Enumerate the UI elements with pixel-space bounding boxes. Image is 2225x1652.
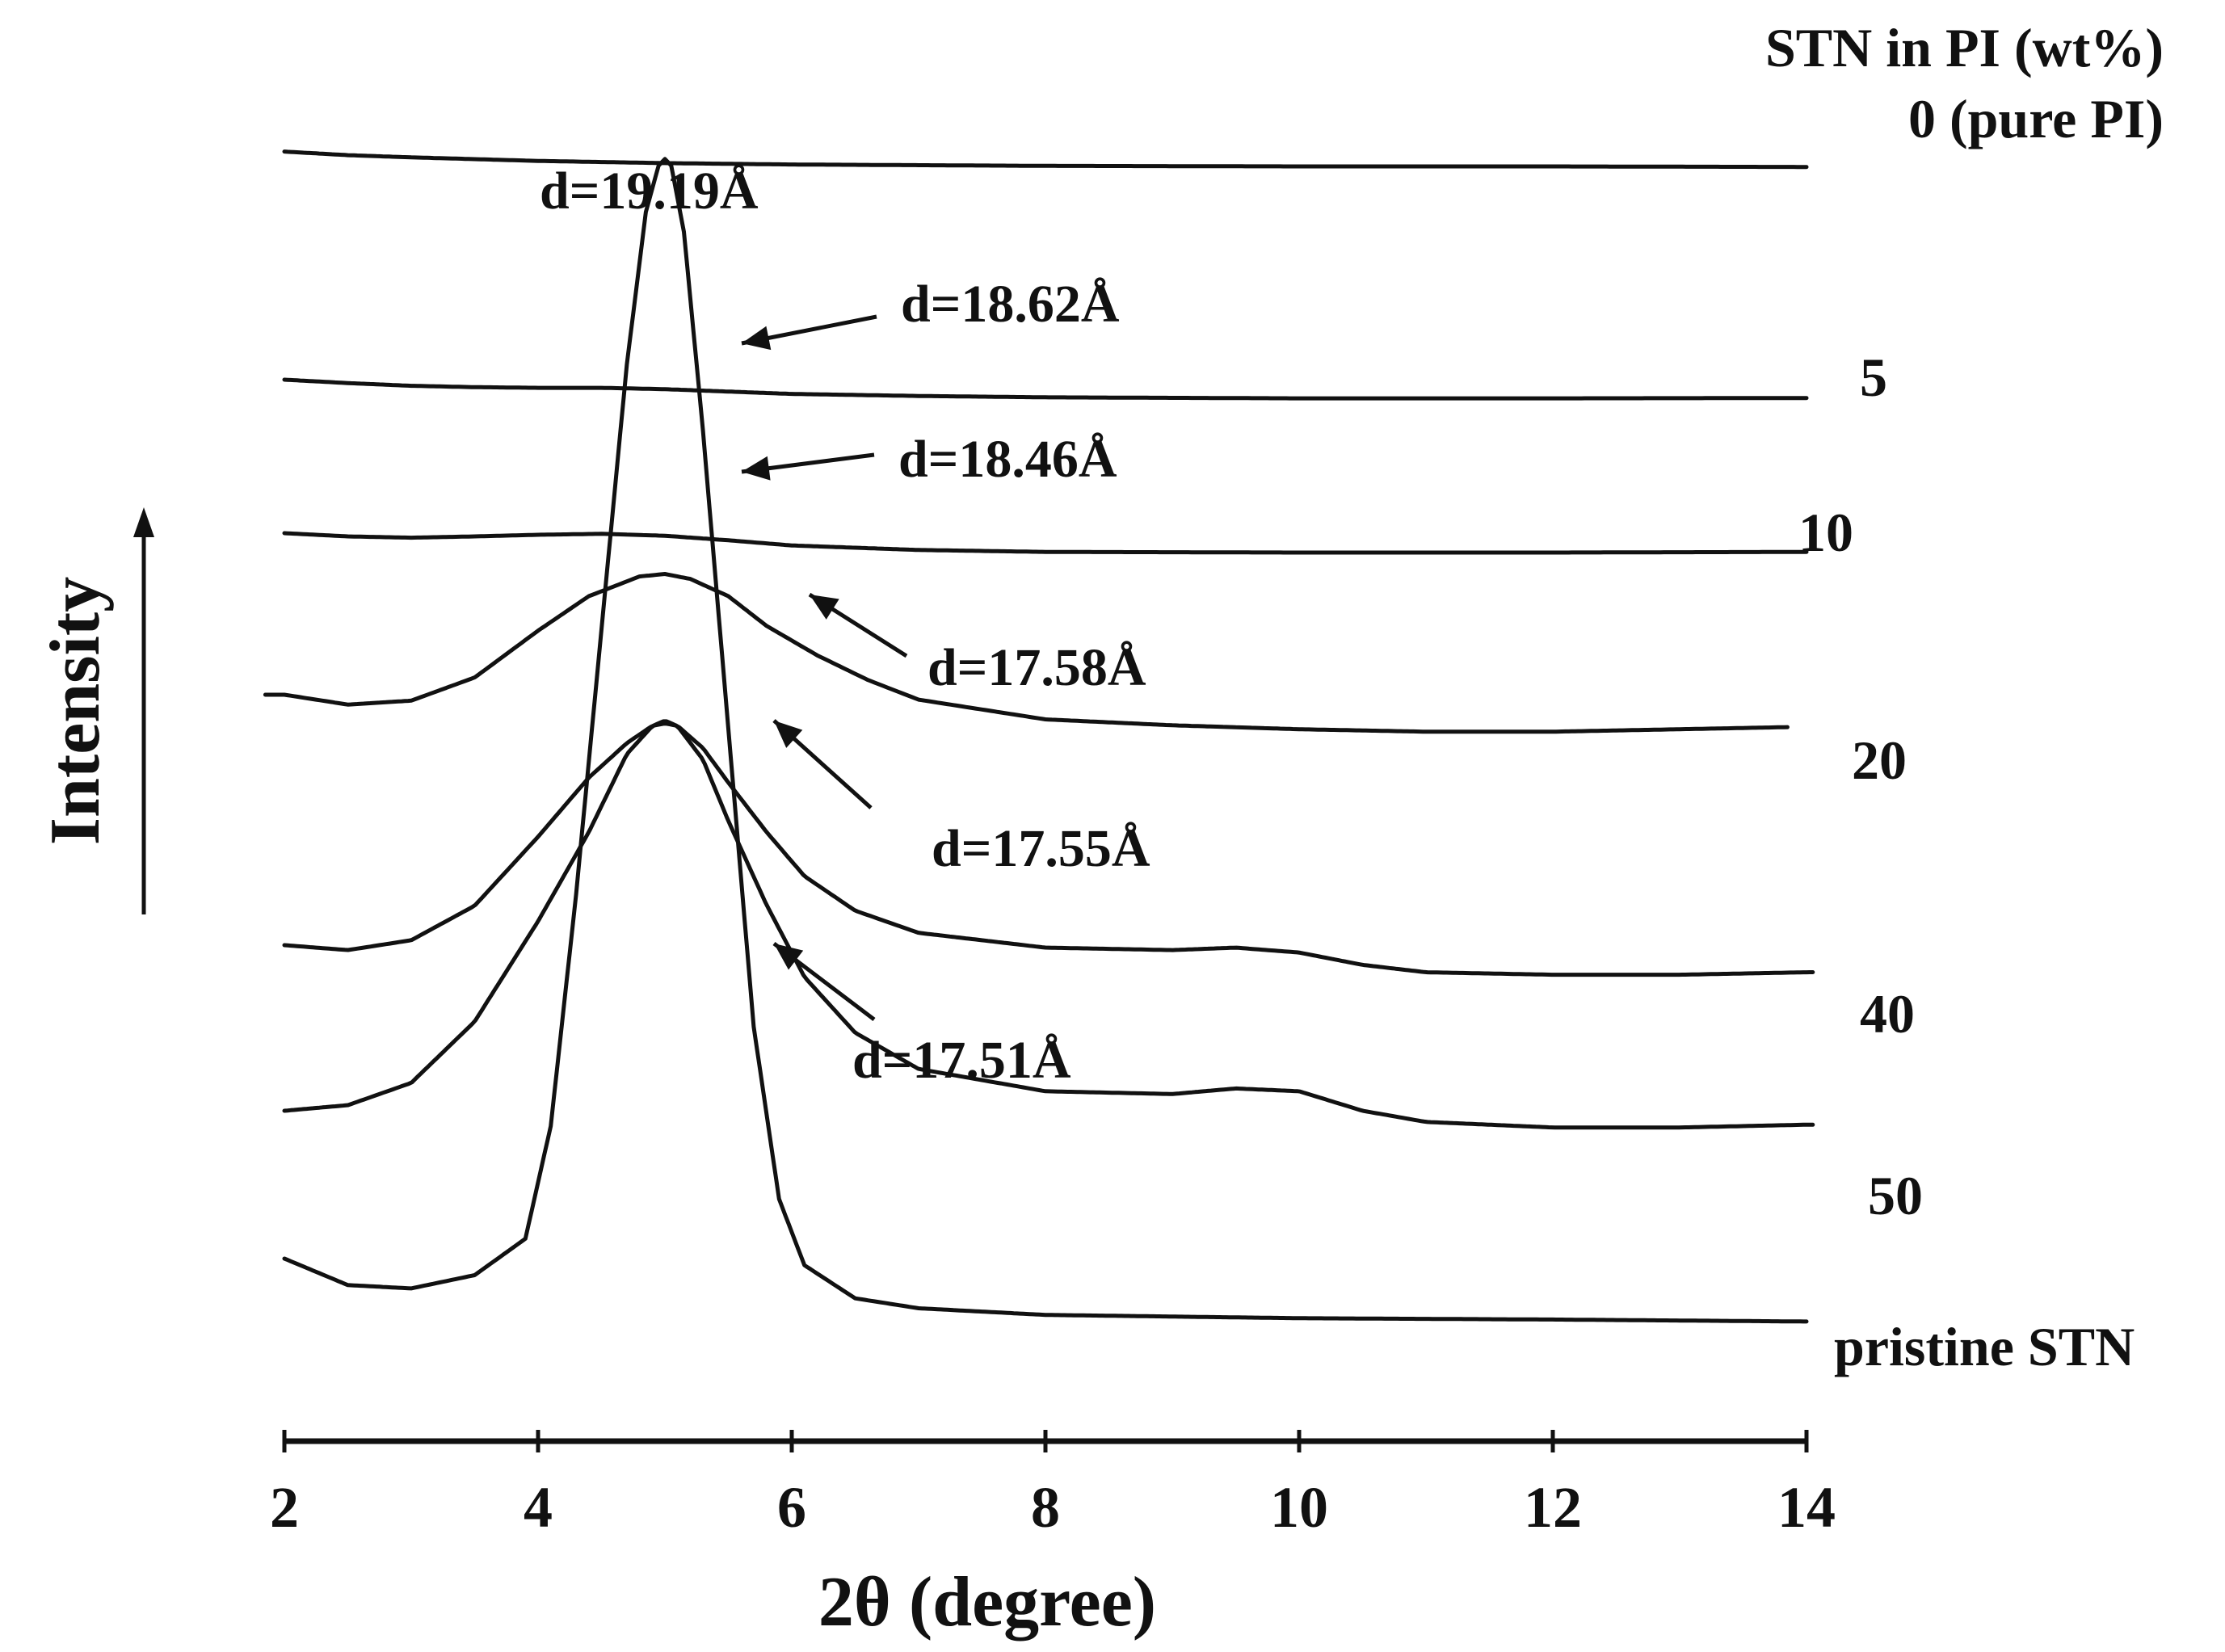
- trace-pristine-stn: [282, 157, 1809, 1324]
- series-traces: [263, 149, 1815, 1324]
- annotation-arrowhead: [774, 944, 804, 970]
- annotation-label: d=17.51Å: [852, 1031, 1071, 1090]
- trace-50: [282, 719, 1815, 1130]
- x-tick-label: 12: [1524, 1475, 1582, 1540]
- d-spacing-annotations: d=19.19Å d=18.62Å d=18.46Å d=17.58Å d=17.55Å…: [540, 162, 1150, 1090]
- series-label: pristine STN: [1834, 1316, 2135, 1377]
- trace-0-pure-pi: [282, 149, 1809, 170]
- x-tick-label: 14: [1777, 1475, 1836, 1540]
- trace-5: [282, 377, 1809, 401]
- x-tick-label: 2: [270, 1475, 299, 1540]
- annotation-arrowhead: [742, 456, 771, 481]
- trace-20: [263, 572, 1790, 734]
- legend-title: STN in PI (wt%): [1765, 17, 2164, 78]
- annotation-label: d=17.55Å: [932, 819, 1150, 878]
- x-tick-label: 6: [777, 1475, 806, 1540]
- annotation-arrowhead: [774, 721, 803, 748]
- x-axis-tick-labels: 2 4 6 8 10 12 14: [270, 1475, 1836, 1540]
- x-tick-label: 10: [1270, 1475, 1328, 1540]
- series-label: 10: [1798, 502, 1853, 563]
- series-label: 0 (pure PI): [1908, 88, 2164, 149]
- annotation-label: d=17.58Å: [927, 638, 1146, 697]
- series-label: 50: [1868, 1165, 1923, 1226]
- x-tick-label: 4: [524, 1475, 553, 1540]
- x-axis-label: 2θ (degree): [818, 1563, 1156, 1641]
- trace-10: [282, 531, 1809, 555]
- series-labels: 0 (pure PI) 5 10 20 40 50 pristine STN: [1798, 88, 2164, 1377]
- annotation-label: d=18.46Å: [898, 430, 1117, 489]
- series-label: 5: [1860, 347, 1887, 408]
- trace-40: [282, 721, 1815, 977]
- annotation-label: d=18.62Å: [901, 275, 1120, 334]
- series-label: 40: [1860, 983, 1915, 1045]
- annotation-label: d=19.19Å: [540, 162, 759, 221]
- y-intensity-arrowhead: [133, 507, 154, 537]
- x-tick-label: 8: [1031, 1475, 1060, 1540]
- y-axis-label: Intensity: [36, 577, 115, 846]
- annotation-arrowhead: [810, 595, 839, 620]
- annotation-arrowhead: [742, 326, 772, 351]
- x-axis-ticks: [282, 1430, 1809, 1452]
- series-label: 20: [1852, 729, 1907, 791]
